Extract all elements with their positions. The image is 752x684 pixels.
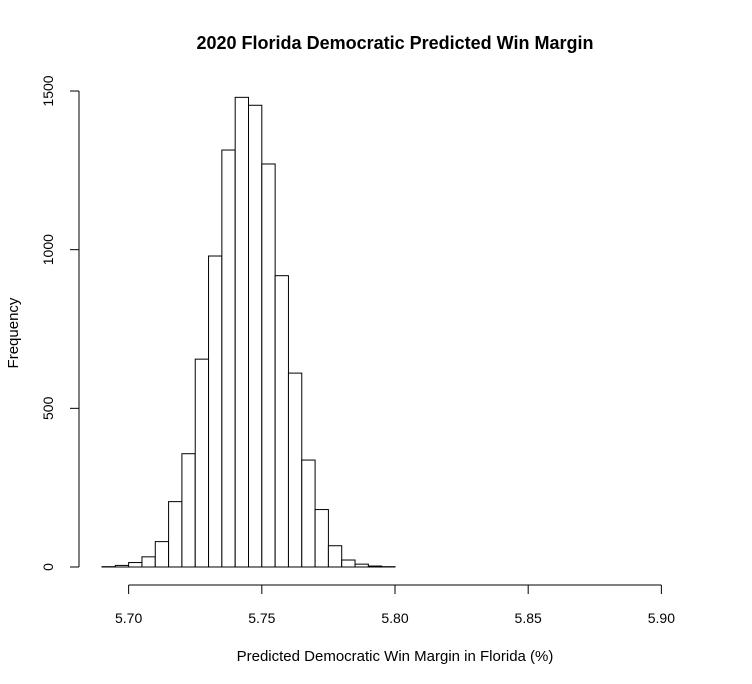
- y-tick-label: 1500: [40, 75, 56, 106]
- histogram-bar: [168, 501, 183, 568]
- histogram-bar: [234, 96, 250, 568]
- chart-title: 2020 Florida Democratic Predicted Win Ma…: [197, 33, 594, 53]
- x-axis-label: Predicted Democratic Win Margin in Flori…: [237, 648, 554, 665]
- x-tick-label: 5.70: [115, 610, 142, 626]
- histogram-bar: [194, 358, 210, 568]
- y-axis: 0 500 1000 1500: [40, 75, 80, 571]
- y-axis-label: Frequency: [5, 297, 22, 368]
- y-tick-label: 1000: [40, 234, 56, 265]
- x-axis: 5.70 5.75 5.80 5.85 5.90: [115, 584, 675, 626]
- histogram-bar: [128, 562, 143, 568]
- histogram-bar: [114, 564, 130, 568]
- y-tick-label: 500: [40, 396, 56, 420]
- histogram-bar: [221, 149, 236, 568]
- x-tick-label: 5.80: [381, 610, 408, 626]
- x-tick-label: 5.90: [648, 610, 675, 626]
- histogram-bar: [181, 453, 196, 568]
- histogram-bars: [101, 96, 396, 568]
- histogram-bar: [314, 509, 329, 568]
- histogram-bar: [341, 559, 356, 568]
- histogram-bar: [287, 372, 303, 568]
- histogram-bar: [141, 556, 156, 568]
- histogram-bar: [261, 163, 276, 568]
- histogram-bar: [354, 563, 369, 568]
- histogram-bar: [248, 104, 263, 568]
- histogram-bar: [154, 541, 170, 568]
- histogram-bar: [327, 545, 343, 568]
- y-tick-label: 0: [40, 563, 56, 571]
- histogram-bar: [367, 565, 383, 568]
- x-tick-label: 5.75: [248, 610, 275, 626]
- histogram-bar: [208, 255, 223, 568]
- histogram-bar: [301, 459, 316, 568]
- x-tick-label: 5.85: [515, 610, 542, 626]
- histogram-bar: [274, 275, 289, 568]
